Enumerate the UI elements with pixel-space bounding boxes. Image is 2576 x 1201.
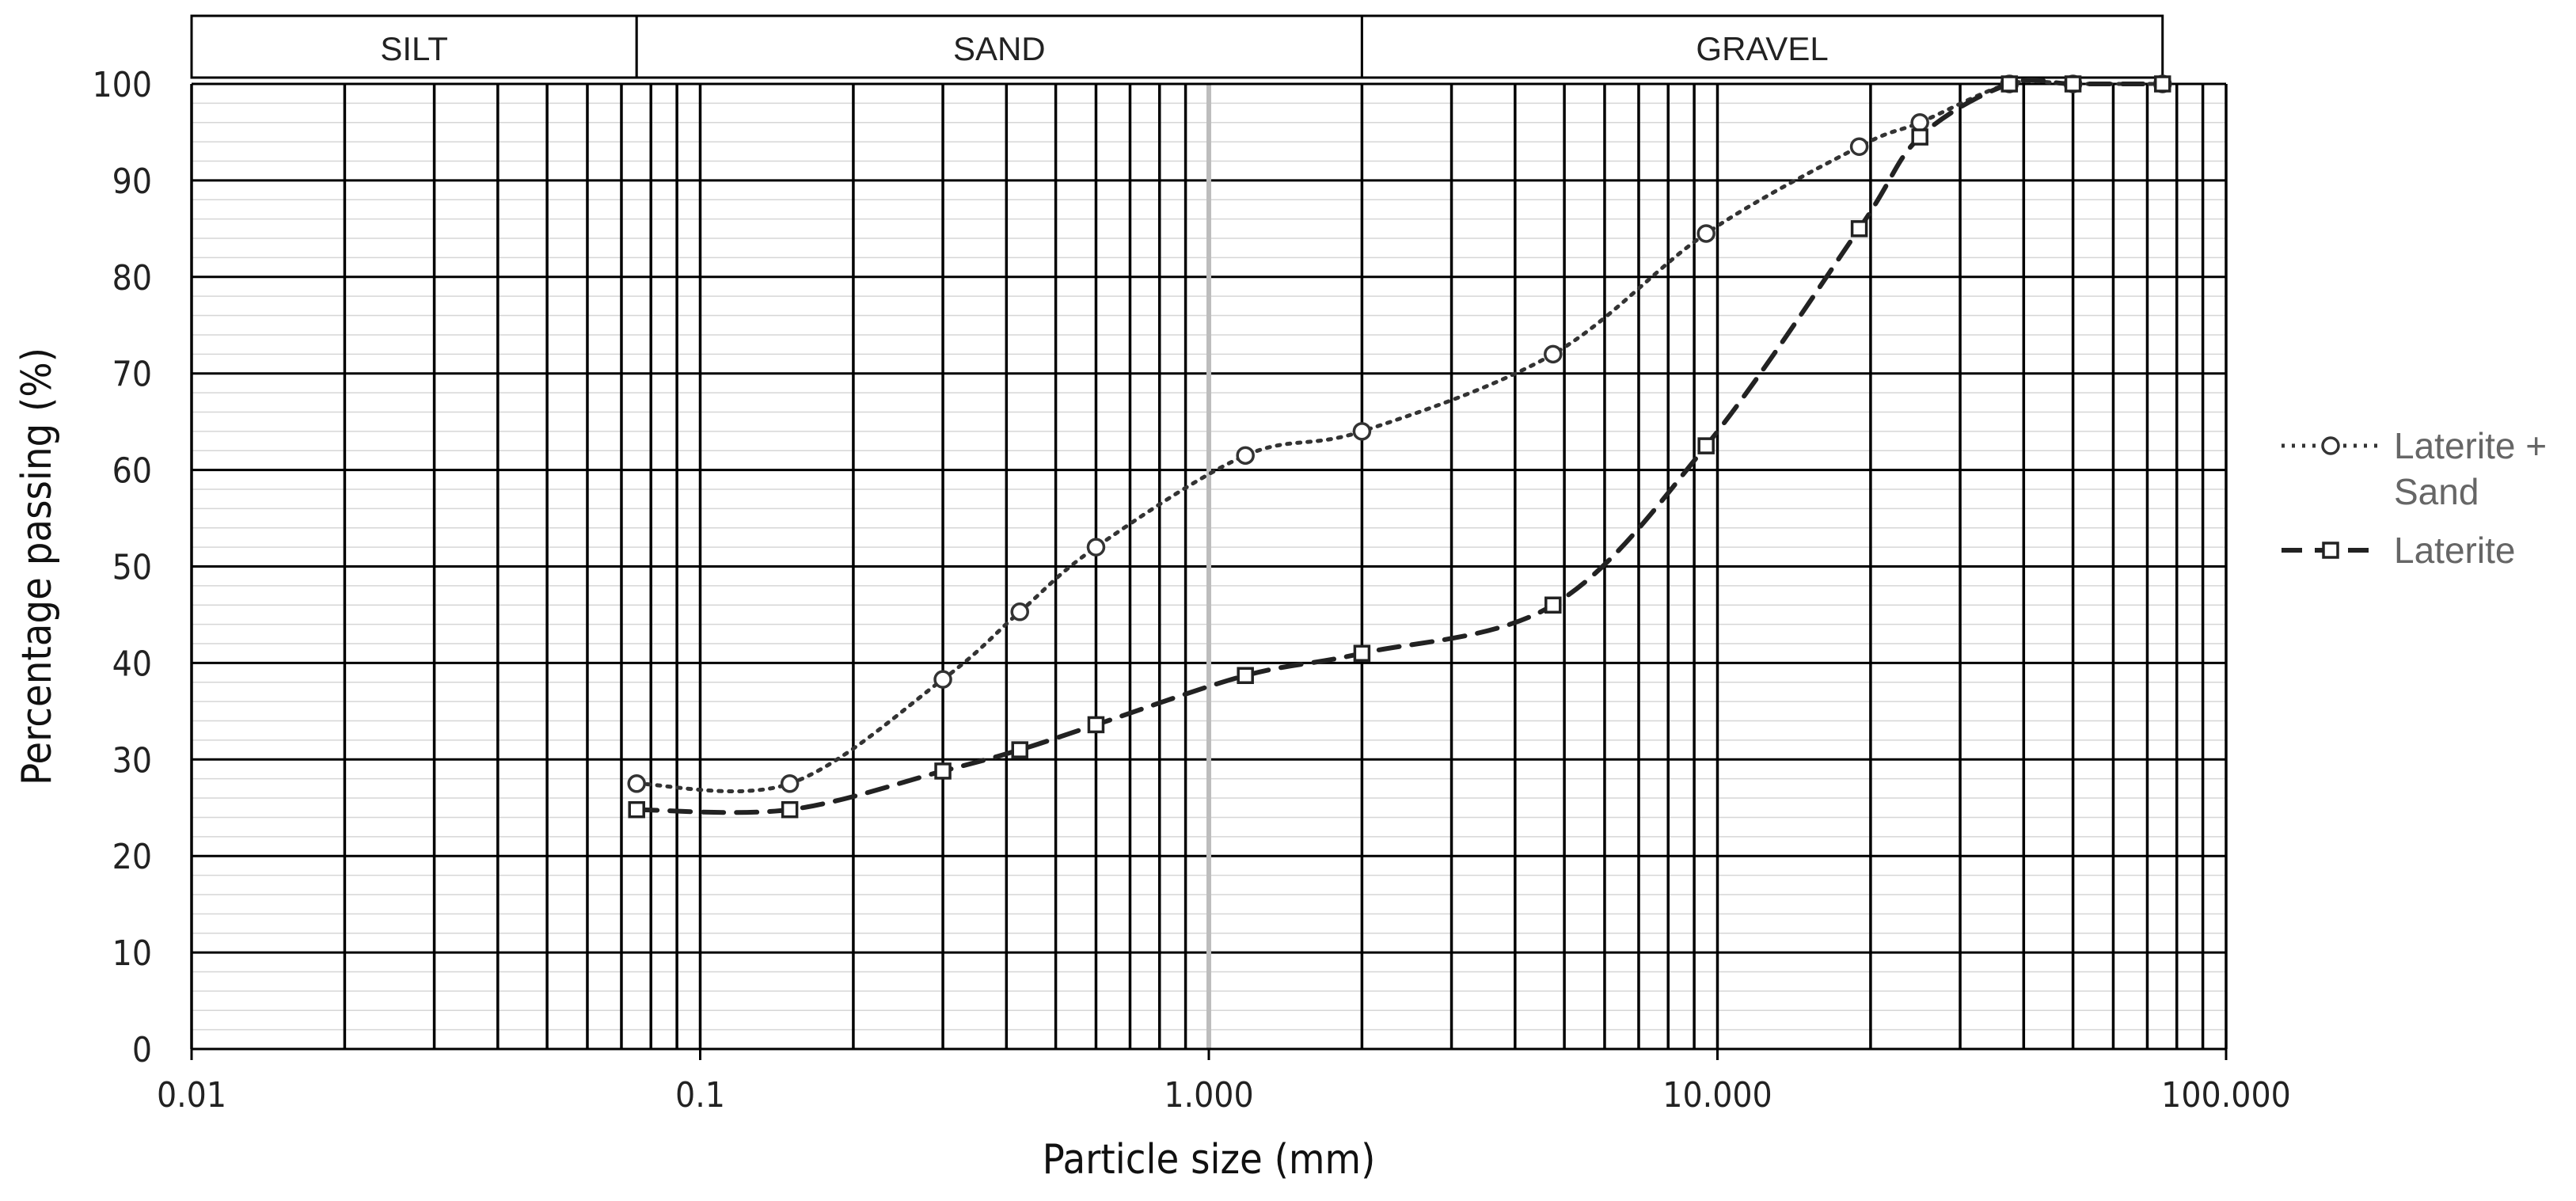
legend-marker [2322, 542, 2339, 559]
axes: 0 10 20 30 40 50 60 70 80 90 100 0.01 0.1 1.000 10.000… [92, 65, 2290, 1115]
legend: Laterite + Sand Laterite [2282, 425, 2547, 571]
y-tick-label: 10 [112, 933, 152, 974]
data-point-square [1087, 716, 1105, 734]
x-axis-title: Particle size (mm) [1043, 1136, 1376, 1184]
legend-label: Laterite [2394, 530, 2515, 571]
x-tick-label: 0.01 [157, 1075, 226, 1115]
data-point-circle [780, 774, 800, 793]
data-point-square [1353, 644, 1371, 662]
legend-entry: Laterite [2282, 530, 2515, 571]
data-point-square [628, 800, 645, 819]
data-point-circle [1849, 137, 1869, 156]
data-point-square [2153, 75, 2171, 93]
series-layer [627, 74, 2172, 819]
data-point-square [781, 800, 799, 819]
legend-marker [2321, 436, 2340, 455]
series-laterite-sand [627, 74, 2172, 794]
x-tick-label: 0.1 [675, 1075, 725, 1115]
y-tick-label: 40 [112, 644, 152, 684]
data-point-square [1697, 437, 1715, 454]
band-box-gravel [1360, 14, 2164, 79]
data-point-circle [1086, 538, 1106, 557]
data-point-square [1237, 667, 1254, 684]
x-tick-label: 1.000 [1164, 1075, 1253, 1115]
y-tick-label: 0 [132, 1030, 152, 1070]
data-point-circle [1544, 344, 1563, 364]
legend-entry: Laterite + Sand [2282, 425, 2547, 512]
data-point-circle [1696, 224, 1715, 243]
data-point-circle [1236, 446, 1255, 466]
band-box-sand [635, 14, 1363, 79]
grid [190, 82, 2228, 1051]
series-line [634, 78, 2165, 794]
y-tick-label: 60 [112, 451, 152, 492]
data-point-circle [1010, 602, 1029, 621]
band-label-gravel: GRAVEL [1696, 30, 1828, 67]
y-tick-label: 30 [112, 740, 152, 781]
x-tick-label: 10.000 [1662, 1075, 1772, 1115]
y-tick-label: 20 [112, 837, 152, 877]
data-point-square [1544, 596, 1562, 614]
soil-band-header: SILT SAND GRAVEL [190, 14, 2164, 79]
legend-label: Laterite + [2394, 425, 2547, 466]
legend-label: Sand [2394, 471, 2479, 512]
data-point-circle [627, 774, 646, 793]
data-point-circle [933, 670, 952, 689]
data-point-circle [1910, 113, 1929, 132]
band-box-silt [190, 14, 638, 79]
y-tick-label: 50 [112, 548, 152, 588]
data-point-square [1850, 220, 1868, 238]
band-label-silt: SILT [380, 30, 448, 67]
y-axis-title: Percentage passing (%) [13, 348, 61, 785]
series-laterite [628, 75, 2171, 819]
y-tick-label: 100 [92, 65, 152, 105]
y-tick-label: 90 [112, 162, 152, 202]
data-point-square [1011, 741, 1028, 758]
data-point-circle [1352, 422, 1372, 441]
y-tick-label: 70 [112, 355, 152, 395]
series-line [634, 78, 2165, 815]
data-point-square [934, 762, 952, 780]
data-point-square [1911, 128, 1928, 146]
x-tick-label: 100.000 [2161, 1075, 2291, 1115]
data-point-square [2064, 75, 2082, 93]
band-label-sand: SAND [953, 30, 1046, 67]
data-point-square [2000, 75, 2019, 93]
y-tick-label: 80 [112, 258, 152, 298]
